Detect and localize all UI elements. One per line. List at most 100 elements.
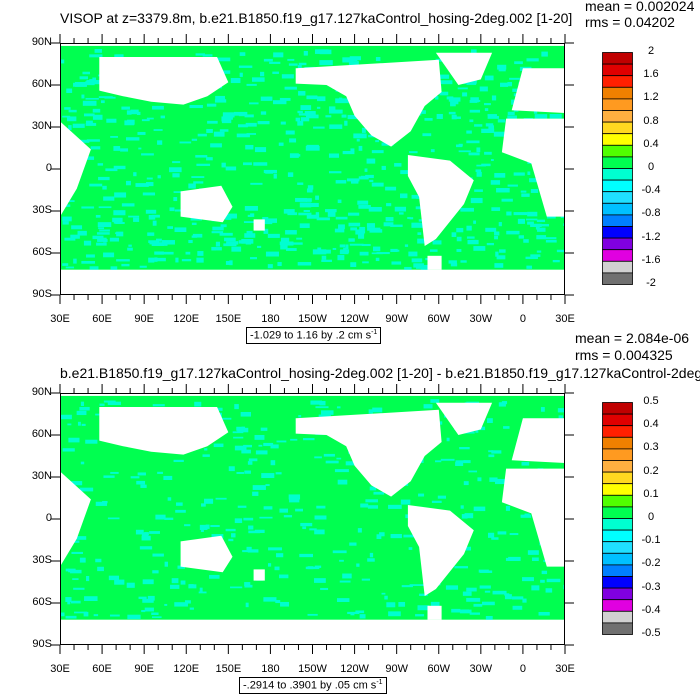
ocean-patch bbox=[230, 77, 241, 84]
ocean-patch bbox=[505, 505, 511, 511]
ocean-patch bbox=[497, 531, 507, 535]
ocean-patch bbox=[527, 171, 531, 175]
ocean-patch bbox=[543, 237, 557, 240]
ocean-patch bbox=[322, 249, 331, 254]
ocean-patch bbox=[437, 495, 447, 499]
ocean-patch bbox=[291, 242, 303, 245]
y-tick-label: 90N bbox=[31, 386, 52, 398]
ocean-patch bbox=[466, 225, 472, 231]
ocean-patch bbox=[332, 247, 337, 250]
land-antarctica bbox=[60, 269, 565, 295]
ocean-patch bbox=[243, 162, 252, 166]
ocean-patch bbox=[538, 612, 550, 616]
ocean-patch bbox=[72, 578, 79, 581]
ocean-patch bbox=[450, 101, 456, 107]
ocean-patch bbox=[237, 427, 249, 433]
ocean-patch bbox=[415, 264, 422, 269]
ocean-patch bbox=[174, 227, 187, 233]
colorbar-box bbox=[602, 599, 633, 612]
ocean-patch bbox=[169, 584, 180, 589]
ocean-patch bbox=[348, 212, 360, 216]
ocean-patch bbox=[523, 239, 529, 243]
ocean-patch bbox=[456, 236, 462, 242]
ocean-patch bbox=[298, 62, 307, 66]
ocean-patch bbox=[534, 114, 548, 119]
ocean-patch bbox=[328, 171, 342, 174]
ocean-patch bbox=[65, 266, 75, 269]
ocean-patch bbox=[336, 457, 342, 460]
ocean-patch bbox=[299, 553, 314, 558]
colorbar-box bbox=[602, 191, 633, 204]
ocean-patch bbox=[473, 506, 486, 512]
ocean-patch bbox=[225, 261, 231, 265]
ocean-patch bbox=[254, 529, 265, 533]
ocean-patch bbox=[463, 460, 471, 464]
ocean-patch bbox=[314, 578, 326, 583]
ocean-patch bbox=[62, 221, 69, 225]
ocean-patch bbox=[454, 566, 468, 569]
ocean-patch bbox=[212, 226, 224, 231]
ocean-patch bbox=[308, 202, 319, 208]
ocean-patch bbox=[316, 217, 330, 221]
ocean-patch bbox=[146, 117, 154, 120]
ocean-patch bbox=[147, 232, 155, 236]
ocean-patch bbox=[357, 200, 369, 205]
colorbar-box bbox=[602, 156, 633, 169]
ocean-patch bbox=[152, 553, 164, 557]
ocean-patch bbox=[85, 97, 99, 100]
ocean-patch bbox=[121, 203, 135, 207]
ocean-patch bbox=[226, 241, 239, 245]
x-tick-label: 60E bbox=[92, 313, 112, 325]
colorbar-box bbox=[602, 179, 633, 193]
ocean-patch bbox=[303, 209, 310, 212]
ocean-patch bbox=[348, 222, 361, 227]
ocean-patch bbox=[93, 614, 99, 617]
ocean-patch bbox=[276, 440, 287, 443]
ocean-patch bbox=[102, 185, 107, 190]
ocean-patch bbox=[247, 214, 252, 217]
ocean-patch bbox=[529, 178, 543, 183]
ocean-patch bbox=[358, 233, 365, 239]
ocean-patch bbox=[188, 584, 194, 587]
ocean-patch bbox=[531, 585, 540, 591]
contour-info-text: -1.029 to 1.16 by .2 cm s bbox=[250, 329, 372, 342]
ocean-patch bbox=[312, 249, 327, 255]
ocean-patch bbox=[238, 124, 248, 128]
ocean-patch bbox=[84, 596, 98, 601]
ocean-patch bbox=[81, 260, 96, 264]
ocean-patch bbox=[249, 257, 258, 260]
ocean-patch bbox=[367, 505, 379, 509]
ocean-patch bbox=[460, 207, 474, 212]
ocean-patch bbox=[466, 597, 481, 602]
ocean-patch bbox=[103, 237, 107, 243]
ocean-patch bbox=[305, 198, 312, 202]
colorbar-box bbox=[602, 518, 633, 531]
ocean-patch bbox=[79, 406, 90, 411]
ocean-patch bbox=[484, 108, 489, 112]
ocean-patch bbox=[321, 410, 334, 415]
contour-info-box: -.2914 to .3901 by .05 cm s-1 bbox=[239, 677, 387, 694]
ocean-patch bbox=[375, 140, 380, 143]
ocean-patch bbox=[343, 247, 347, 252]
ocean-patch bbox=[346, 178, 360, 182]
ocean-patch bbox=[184, 524, 191, 527]
ocean-patch bbox=[355, 229, 365, 235]
ocean-patch bbox=[141, 535, 151, 541]
ocean-patch bbox=[513, 172, 525, 176]
ocean-patch bbox=[112, 217, 123, 223]
ocean-patch bbox=[89, 79, 93, 81]
ocean-patch bbox=[329, 124, 343, 129]
ocean-patch bbox=[337, 199, 342, 204]
ocean-patch bbox=[233, 436, 244, 439]
ocean-patch bbox=[314, 565, 322, 568]
ocean-patch bbox=[317, 247, 322, 250]
ocean-patch bbox=[309, 528, 317, 531]
ocean-patch bbox=[141, 610, 146, 613]
ocean-patch bbox=[512, 605, 523, 610]
ocean-patch bbox=[540, 407, 545, 412]
ocean-patch bbox=[411, 222, 425, 228]
ocean-patch bbox=[357, 528, 362, 533]
ocean-patch bbox=[305, 145, 320, 151]
ocean-patch bbox=[259, 516, 273, 519]
ocean-patch bbox=[409, 217, 414, 220]
